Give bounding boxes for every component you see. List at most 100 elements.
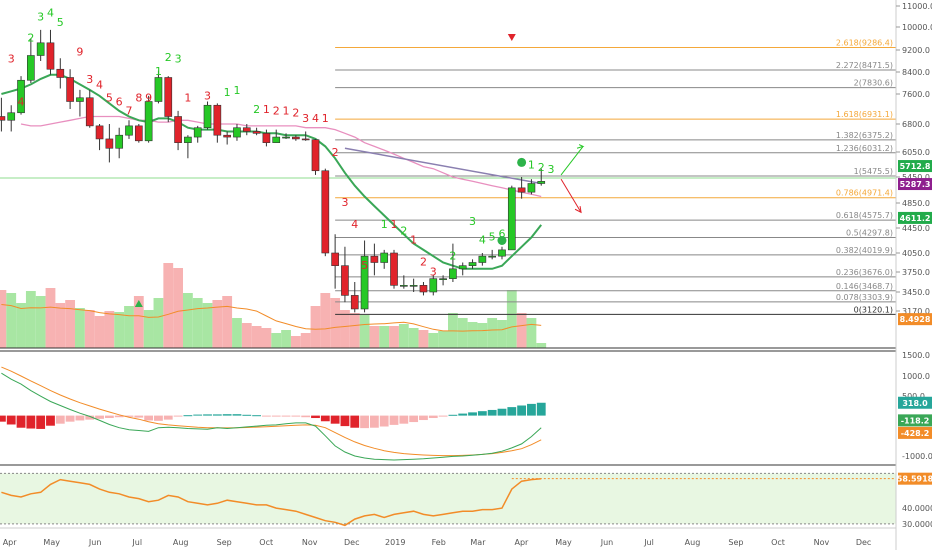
candle-body [478,255,487,263]
candle-body [17,79,25,114]
price-badge [898,160,932,173]
td-count-label: 1 [184,92,191,105]
candle-body [36,42,45,56]
volume-bar [487,318,498,348]
x-tick-label: Oct [771,538,785,547]
x-axis[interactable]: Apr May Jun Jul Aug Sep Oct Nov Dec 2019 Feb Mar Apr… [3,538,872,547]
td-count-label: 6 [116,95,123,108]
volume-bar [94,316,105,348]
fib-level-label: 0.5(4297.8) [846,229,893,238]
macd-histogram-bar [203,414,212,416]
td-count-label: 4 [479,234,486,247]
down-arrow-marker[interactable] [507,34,516,41]
td-count-label: 2 [273,105,280,118]
x-tick-label: May [43,538,60,547]
macd-histogram-bar [95,415,104,419]
macd-histogram-bar [0,415,6,422]
y-tick-label: 3750.0 [902,268,930,277]
candle-body [115,134,124,149]
price-badge-label: 4611.2 [900,214,931,223]
candle-body [350,295,359,310]
rsi-y-tick-label: 40.0000 [902,504,932,513]
macd-histogram-bar [320,415,330,422]
projection-up-arrow[interactable] [560,146,584,176]
macd-histogram-bar [262,415,271,417]
x-tick-label: May [555,538,572,547]
td-count-label: 3 [204,90,211,103]
candle-body [331,252,339,266]
macd-histogram-bar [154,415,163,421]
td-count-label: 7 [126,105,133,118]
volume-bar [202,303,213,348]
signal-circle [517,157,527,167]
candle-body [409,285,418,287]
macd-histogram-bar [399,415,409,424]
macd-histogram-bar [134,415,144,418]
x-tick-label: Nov [302,538,318,547]
y-tick-label: 7600.0 [902,90,930,99]
volume-bar [408,328,419,348]
macd-histogram-bar [487,409,497,416]
td-count-label: 3 [86,73,93,86]
td-count-label: 3 [430,265,437,278]
candles [0,29,546,313]
td-count-label: 2 [27,31,34,44]
volume-bar [153,298,164,348]
candle-body [105,138,114,149]
volume-bar [192,298,203,348]
fib-level-label: 2.272(8471.5) [836,61,893,70]
td-count-label: 1 [224,86,231,99]
volume-ma-line [1,304,542,332]
td-count-label: 5 [106,92,113,105]
volume-bar [251,326,262,348]
trend-line[interactable] [344,147,542,185]
x-tick-label: Sep [217,538,232,547]
macd-histogram-bar [26,415,36,429]
fib-level-label: 0.786(4971.4) [836,189,893,198]
ema-line [1,73,542,270]
volume-bar [457,318,468,348]
projection-down-arrow[interactable] [560,178,582,213]
price-badge [898,211,932,224]
rsi-panel [0,472,896,527]
volume-bar [173,268,183,348]
y-tick-label: 6050.0 [902,148,930,157]
x-tick-label: Feb [432,538,446,547]
macd-histogram-bar [173,415,183,417]
volume-bar [133,296,144,348]
x-tick-label: Dec [344,538,359,547]
td-count-label: 9 [145,92,152,105]
volume-bar [0,290,7,348]
buy-signal-triangle [134,300,143,307]
x-tick-label: Aug [173,538,189,547]
macd-panel [0,366,546,461]
rsi-line [1,477,542,527]
macd-y-tick-label: 500.0 [902,392,925,401]
volume-bar [497,320,507,348]
td-count-label: 3 [469,215,476,228]
macd-histogram-bar [85,415,95,420]
macd-histogram-bar [330,415,340,424]
y-tick-label: 10000.0 [902,23,932,32]
macd-histogram-bar [281,415,291,417]
volume-bar [418,330,429,348]
x-tick-label: Nov [814,538,830,547]
candle-body [439,278,447,280]
volume-bar [516,313,527,348]
candle-body [272,136,281,143]
macd-line [1,372,542,461]
td-count-label: 4 [351,218,358,231]
td-count-label: 1 [155,65,162,78]
y-axis[interactable]: 11000.0 10000.0 9200.0 8400.0 7600.0 6800.0 60… [896,2,932,529]
price-badges: 5712.8 5287.3 4611.2 8.4928 318.0 -118.2 -428.… [897,160,932,485]
macd-histogram-bar [242,414,252,416]
macd-histogram-bar [271,415,281,417]
rsi-band [0,473,896,524]
price-badge-label: 5287.3 [900,180,931,189]
candle-body [213,104,222,136]
td-count-label: 8 [135,92,142,105]
macd-histogram-bar [183,415,193,417]
candle-body [321,170,330,254]
y-tick-label: 9200.0 [902,46,930,55]
